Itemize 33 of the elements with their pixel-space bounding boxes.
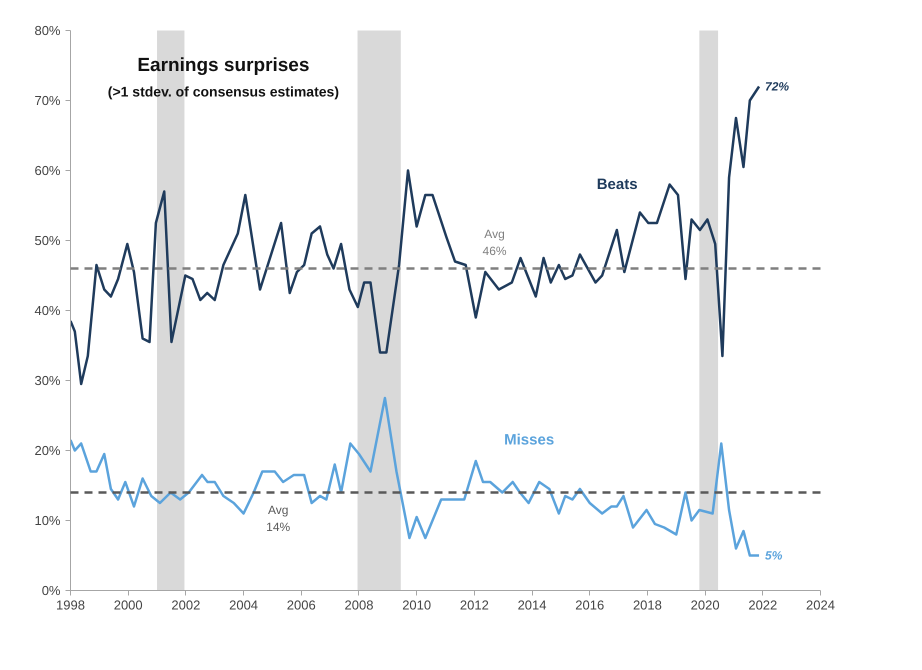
text: Earnings surprises xyxy=(137,55,310,76)
y-tick-label: 20% xyxy=(34,443,61,458)
y-tick-label: 80% xyxy=(34,23,61,38)
line-series xyxy=(70,85,760,386)
x-tick-label: 2006 xyxy=(286,598,316,612)
y-tick-label: 30% xyxy=(34,373,61,388)
text: (>1 stdev. of consensus estimates) xyxy=(108,83,339,100)
x-tick-label: 2016 xyxy=(575,598,604,612)
x-tick-label: 2010 xyxy=(402,598,432,612)
x-tick-label: 2000 xyxy=(114,598,143,612)
ref-line-label: Avg 46% xyxy=(482,227,507,258)
x-tick-label: 2012 xyxy=(460,598,489,612)
x-tick-label: 2020 xyxy=(690,598,720,612)
y-tick-label: 60% xyxy=(34,163,61,178)
y-tick-label: 0% xyxy=(42,583,61,598)
y-tick-label: 10% xyxy=(34,513,61,528)
line-series xyxy=(70,396,760,557)
text: Misses xyxy=(504,432,554,448)
data-label: 72% xyxy=(765,80,790,94)
x-tick-label: 2014 xyxy=(518,598,546,612)
x-tick-label: 2002 xyxy=(171,598,200,612)
x-tick-label: 1998 xyxy=(56,598,85,612)
ref-line-label: Avg 14% xyxy=(266,503,291,534)
y-tick-label: 40% xyxy=(34,303,61,318)
y-tick-label: 70% xyxy=(34,93,61,108)
x-tick-label: 2004 xyxy=(229,598,258,612)
x-tick-label: 2024 xyxy=(806,598,835,612)
y-tick-label: 50% xyxy=(34,233,61,248)
x-tick-label: 2018 xyxy=(632,598,662,612)
series-label: Beats xyxy=(596,176,638,193)
data-label: 5% xyxy=(765,548,783,562)
x-tick-label: 2022 xyxy=(748,598,778,612)
x-tick-label: 2008 xyxy=(344,598,374,612)
